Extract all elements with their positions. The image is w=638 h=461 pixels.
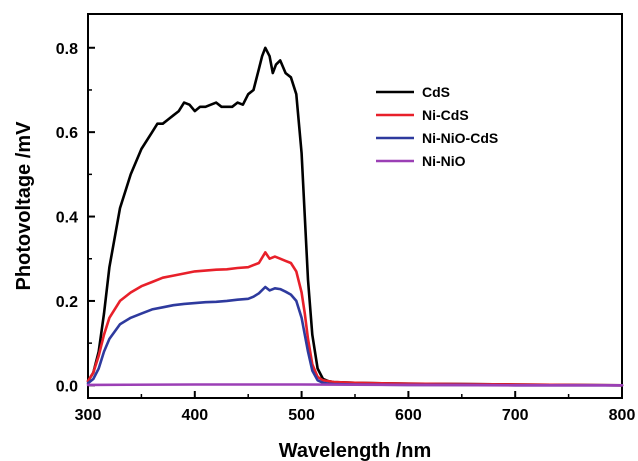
- x-tick-label: 300: [75, 407, 102, 424]
- plot-border: [87, 13, 623, 399]
- y-tick-label: 0.8: [56, 41, 78, 58]
- x-axis-ticks: 300 400 500 600 700 800: [75, 391, 636, 424]
- y-axis-ticks: 0.0 0.2 0.4 0.6 0.8: [56, 41, 95, 395]
- legend: CdS Ni-CdS Ni-NiO-CdS Ni-NiO: [376, 84, 498, 169]
- legend-label-ni-nio-cds: Ni-NiO-CdS: [422, 130, 498, 146]
- x-tick-label: 800: [609, 407, 636, 424]
- y-tick-label: 0.0: [56, 378, 78, 395]
- x-axis-title: Wavelength /nm: [279, 440, 432, 461]
- y-tick-label: 0.2: [56, 294, 78, 311]
- x-tick-label: 600: [395, 407, 422, 424]
- legend-label-ni-nio: Ni-NiO: [422, 153, 466, 169]
- legend-label-cds: CdS: [422, 84, 450, 100]
- y-tick-label: 0.4: [56, 210, 78, 227]
- y-axis-title: Photovoltage /mV: [13, 121, 35, 291]
- series-line-cds: [86, 46, 624, 387]
- series-line-ni-nio-cds: [86, 285, 624, 387]
- y-tick-label: 0.6: [56, 125, 78, 142]
- series-layer: [86, 46, 624, 387]
- x-tick-label: 500: [288, 407, 315, 424]
- legend-label-ni-cds: Ni-CdS: [422, 107, 469, 123]
- series-line-ni-nio: [86, 383, 624, 387]
- plot-frame: [87, 13, 623, 399]
- x-tick-label: 400: [181, 407, 208, 424]
- series-line-ni-cds: [86, 251, 624, 387]
- x-tick-label: 700: [502, 407, 529, 424]
